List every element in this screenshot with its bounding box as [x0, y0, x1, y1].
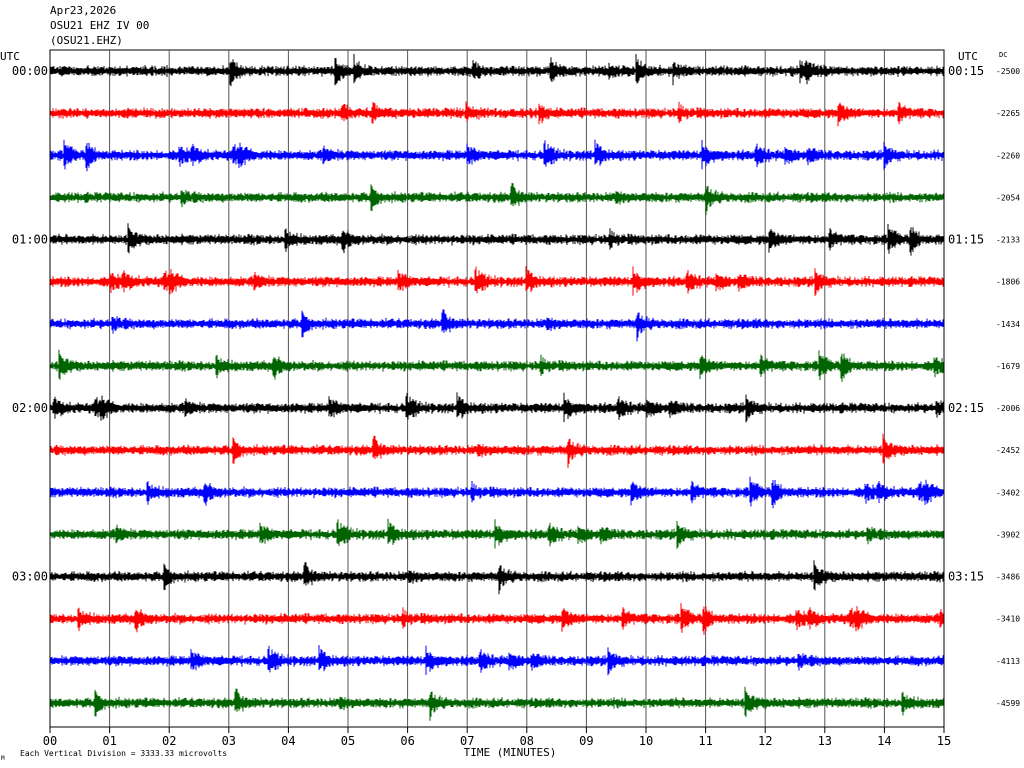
- plot-date: Apr23,2026: [50, 4, 117, 17]
- trace-line: [50, 392, 944, 423]
- right-hour-label: 00:15: [948, 64, 984, 78]
- trace-line: [50, 101, 944, 127]
- x-tick-label: 09: [579, 734, 593, 748]
- trace-group: [50, 53, 944, 721]
- station-channel-line: OSU21 EHZ IV 00: [50, 19, 150, 32]
- right-hour-label: 02:15: [948, 401, 984, 415]
- x-tick-label: 07: [460, 734, 474, 748]
- left-hour-label: 01:00: [12, 233, 48, 247]
- station-code: (OSU21.EHZ): [50, 34, 123, 47]
- left-hour-label: 00:00: [12, 64, 48, 78]
- dc-value-label: -2260: [996, 151, 1020, 160]
- dc-value-label: -3402: [996, 488, 1020, 497]
- dc-value-label: -3410: [996, 615, 1020, 624]
- scale-note: Each Vertical Division = 3333.33 microvo…: [20, 749, 227, 758]
- trace-line: [50, 603, 944, 635]
- dc-value-label: -1679: [996, 362, 1020, 371]
- dc-value-label: -1806: [996, 278, 1020, 287]
- x-tick-label: 05: [341, 734, 355, 748]
- trace-line: [50, 518, 944, 549]
- dc-value-label: -2452: [996, 446, 1020, 455]
- dc-value-label: -4113: [996, 657, 1020, 666]
- x-tick-label: 14: [877, 734, 891, 748]
- dc-value-label: -2265: [996, 109, 1020, 118]
- x-axis: 00 01 02 03 04 05 06 07 08 09 10 11 12 13 14 15: [43, 727, 951, 748]
- dc-value-label: -3902: [996, 530, 1020, 539]
- trace-line: [50, 223, 944, 256]
- corner-mark: M: [1, 755, 5, 762]
- x-axis-label: TIME (MINUTES): [464, 746, 557, 759]
- trace-line: [50, 476, 944, 509]
- left-hour-label: 02:00: [12, 401, 48, 415]
- trace-line: [50, 266, 944, 296]
- left-hour-label: 03:00: [12, 570, 48, 584]
- x-tick-label: 04: [281, 734, 295, 748]
- x-tick-label: 10: [639, 734, 653, 748]
- dc-column-title: DC: [999, 51, 1007, 59]
- dc-value-label: -2133: [996, 236, 1020, 245]
- x-tick-label: 12: [758, 734, 772, 748]
- plot-frame: [49, 49, 945, 728]
- x-tick-label: 08: [520, 734, 534, 748]
- x-tick-label: 13: [818, 734, 832, 748]
- dc-value-label: -3486: [996, 573, 1020, 582]
- x-tick-label: 03: [222, 734, 236, 748]
- right-hour-label: 01:15: [948, 233, 984, 247]
- trace-line: [50, 686, 944, 721]
- dc-offset-labels: -2500 -2265 -2260 -2054 -2133 -1806 -1434 -1679…: [996, 67, 1020, 708]
- x-tick-label: 00: [43, 734, 57, 748]
- trace-line: [50, 183, 944, 216]
- right-hour-label: 03:15: [948, 570, 984, 584]
- left-utc-title: UTC: [0, 50, 20, 63]
- trace-line: [50, 645, 944, 676]
- dc-value-label: -2500: [996, 67, 1020, 76]
- dc-value-label: -4599: [996, 699, 1020, 708]
- trace-line: [50, 349, 944, 382]
- x-tick-label: 02: [162, 734, 176, 748]
- x-tick-label: 01: [102, 734, 116, 748]
- x-tick-label: 11: [698, 734, 712, 748]
- trace-line: [50, 560, 944, 595]
- trace-line: [50, 309, 944, 342]
- trace-line: [50, 433, 944, 468]
- x-tick-label: 15: [937, 734, 951, 748]
- dc-value-label: -1434: [996, 320, 1020, 329]
- dc-value-label: -2006: [996, 404, 1020, 413]
- trace-line: [50, 139, 944, 172]
- right-time-labels: 00:15 01:15 02:15 03:15: [948, 64, 984, 584]
- right-utc-title: UTC: [958, 50, 978, 63]
- trace-line: [50, 53, 944, 87]
- left-time-labels: 00:00 01:00 02:00 03:00: [12, 64, 48, 584]
- dc-value-label: -2054: [996, 193, 1020, 202]
- x-tick-label: 06: [400, 734, 414, 748]
